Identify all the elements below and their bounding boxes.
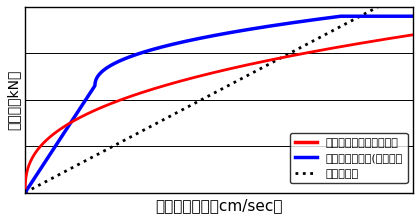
Line: 理想的な特性（新技術）: 理想的な特性（新技術） [25,35,413,188]
理想的な特性（新技術） [399,35,404,38]
X-axis label: 構造物の速度（cm/sec）: 構造物の速度（cm/sec） [155,198,283,213]
リニア特性 [201,97,206,100]
改良リニア特性(従来品） [201,36,206,39]
リニア特性 [211,92,216,95]
Legend: 理想的な特性（新技術）, 改良リニア特性(従来品）, リニア特性: 理想的な特性（新技術）, 改良リニア特性(従来品）, リニア特性 [290,133,407,183]
理想的な特性（新技術） [23,186,28,189]
理想的な特性（新技術） [399,35,404,38]
改良リニア特性(従来品） [211,34,216,37]
理想的な特性（新技術） [201,74,206,76]
理想的な特性（新技術） [410,33,415,36]
改良リニア特性(従来品） [328,16,333,19]
改良リニア特性(従来品） [399,15,404,18]
Y-axis label: 減衰力（kN）: 減衰力（kN） [7,70,21,130]
改良リニア特性(従来品） [399,15,404,18]
Line: リニア特性: リニア特性 [25,0,413,192]
改良リニア特性(従来品） [410,15,415,18]
理想的な特性（新技術） [211,71,216,74]
リニア特性 [23,191,28,194]
Line: 改良リニア特性(従来品）: 改良リニア特性(従来品） [25,16,413,192]
リニア特性 [328,30,333,33]
改良リニア特性(従来品） [339,15,344,18]
改良リニア特性(従来品） [23,191,28,194]
改良リニア特性(従来品） [42,161,47,163]
理想的な特性（新技術） [42,140,47,143]
理想的な特性（新技術） [328,47,333,50]
リニア特性 [42,181,47,183]
